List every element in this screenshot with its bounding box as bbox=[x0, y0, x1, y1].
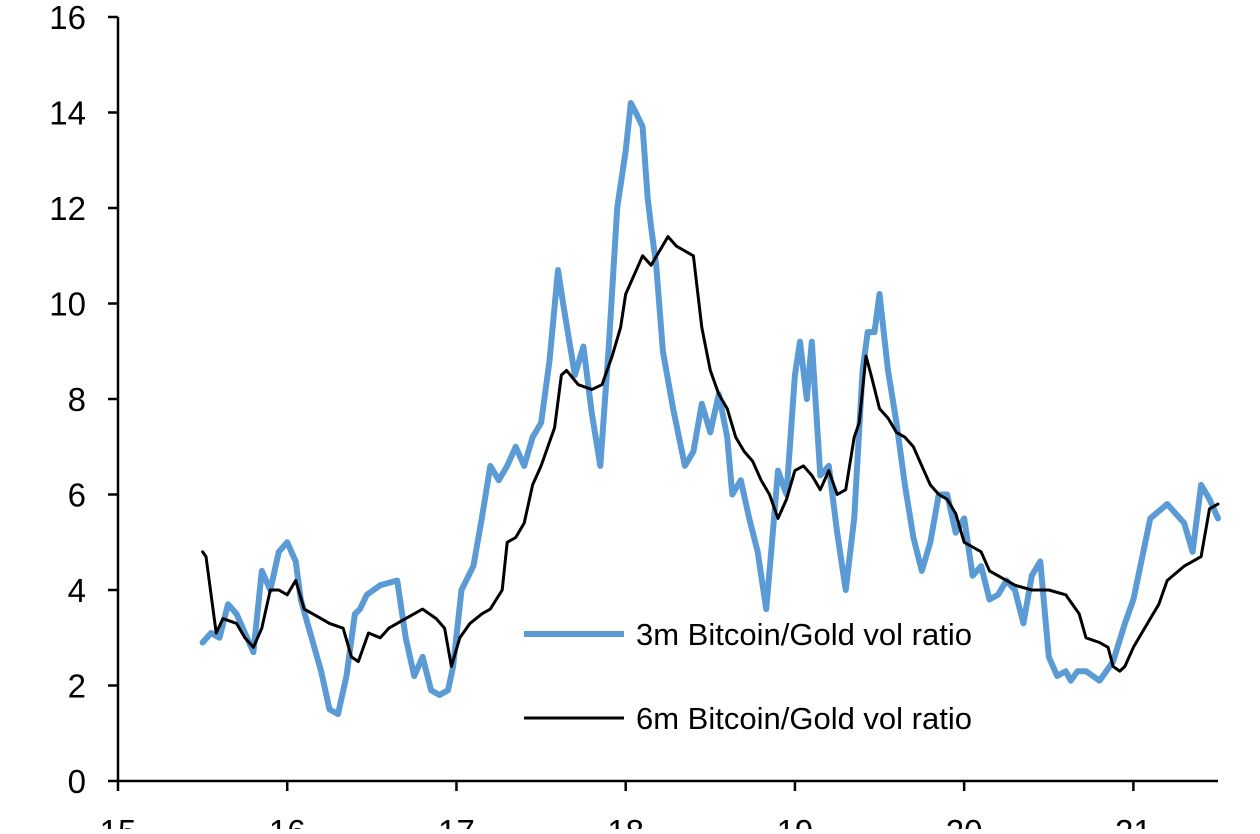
legend-label: 6m Bitcoin/Gold vol ratio bbox=[636, 701, 972, 736]
y-tick-label: 16 bbox=[49, 0, 86, 36]
x-tick-label: 21 bbox=[1115, 813, 1152, 829]
x-tick-label: 18 bbox=[607, 813, 644, 829]
y-tick-label: 10 bbox=[49, 286, 86, 323]
y-tick-label: 0 bbox=[68, 763, 86, 800]
x-axis: 15 16 17 18 19 20 21 bbox=[100, 779, 1218, 834]
y-tick-label: 8 bbox=[68, 381, 86, 418]
legend-label: 3m Bitcoin/Gold vol ratio bbox=[636, 617, 972, 652]
x-tick-label: 16 bbox=[269, 813, 306, 829]
y-tick-label: 2 bbox=[68, 668, 86, 705]
x-tick-label: 20 bbox=[946, 813, 983, 829]
x-tick-label: 19 bbox=[777, 813, 814, 829]
y-axis: 0 2 4 6 8 10 12 14 16 bbox=[49, 0, 120, 800]
x-tick-label: 15 bbox=[100, 813, 137, 829]
y-tick-label: 14 bbox=[49, 95, 86, 132]
y-tick-label: 6 bbox=[68, 477, 86, 514]
series-line-3m bbox=[199, 100, 1221, 718]
y-tick-label: 12 bbox=[49, 190, 86, 227]
x-tick-label: 17 bbox=[438, 813, 475, 829]
y-tick-label: 4 bbox=[68, 572, 86, 609]
series-line-6m bbox=[201, 235, 1220, 673]
legend: 3m Bitcoin/Gold vol ratio 6m Bitcoin/Gold… bbox=[524, 617, 972, 736]
plot-area bbox=[199, 100, 1221, 718]
